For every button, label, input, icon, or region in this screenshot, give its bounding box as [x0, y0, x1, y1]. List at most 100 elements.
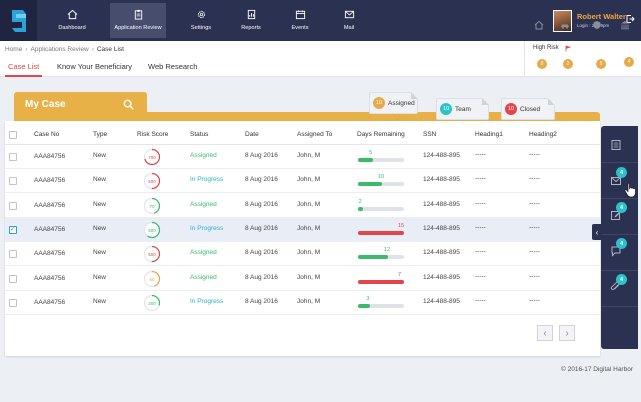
table-row[interactable]	[5, 267, 600, 291]
nav-settings[interactable]: Settings	[173, 3, 229, 38]
nav-reports[interactable]: Reports	[223, 3, 279, 38]
days-remaining-value: 2	[358, 198, 362, 205]
risk-badge: 2	[563, 59, 573, 69]
rail-collapse-toggle[interactable]: ‹	[592, 224, 602, 240]
tab-web-research[interactable]: Web Research	[148, 62, 198, 71]
days-remaining-fill	[358, 255, 388, 260]
gear-icon	[197, 10, 205, 19]
nav-label: Settings	[190, 25, 212, 31]
days-remaining-fill	[358, 279, 404, 284]
breadcrumb-applications-review[interactable]: Applications Review	[30, 46, 89, 53]
shield-risk-icon[interactable]	[592, 20, 602, 30]
row-checkbox[interactable]	[9, 274, 17, 283]
status-tab-closed[interactable]: 10 Closed	[501, 98, 555, 120]
status-text: Assigned	[190, 152, 217, 159]
table-row[interactable]	[5, 145, 600, 169]
mail-icon[interactable]	[610, 175, 622, 187]
nav-application-review[interactable]: Application Review	[110, 3, 166, 38]
ssn-value: 124-488-895	[423, 176, 460, 184]
case-number[interactable]: AAA84756	[34, 225, 66, 233]
next-page-button[interactable]: ›	[559, 325, 575, 341]
edit-count-badge: 4	[616, 202, 627, 213]
tab-know-your-beneficiary[interactable]: Know Your Beneficiary	[57, 62, 133, 71]
ssn-value: 124-488-895	[423, 224, 460, 232]
case-type: New	[93, 200, 107, 208]
nav-dashboard[interactable]: Dashboard	[44, 3, 100, 38]
risk-score-value: 500	[148, 252, 156, 257]
select-all-checkbox[interactable]	[9, 131, 17, 139]
col-type[interactable]: Type	[93, 131, 108, 138]
breadcrumb-home[interactable]: Home	[5, 46, 23, 53]
case-number[interactable]: AAA84756	[34, 298, 66, 306]
risk-score-value: 70	[149, 203, 155, 208]
risk-score-arc	[143, 221, 161, 238]
case-number[interactable]: AAA84756	[34, 250, 66, 258]
home-risk-icon[interactable]	[534, 20, 544, 30]
ssn-value: 124-488-895	[423, 273, 460, 281]
risk-score-ring: 500	[143, 173, 161, 190]
table-row[interactable]	[5, 242, 600, 267]
case-type: New	[93, 152, 107, 159]
status-count: 10	[373, 97, 385, 109]
attachment-count-badge: 4	[616, 274, 627, 285]
active-tab-underline	[5, 75, 42, 77]
document-icon[interactable]	[610, 139, 622, 151]
car-risk-icon[interactable]	[560, 20, 570, 30]
nav-mail[interactable]: Mail	[321, 3, 377, 38]
search-icon[interactable]	[123, 99, 134, 110]
bank-risk-icon[interactable]	[620, 20, 630, 30]
table-row[interactable]	[5, 291, 600, 315]
home-icon	[67, 9, 77, 20]
calendar-icon	[295, 10, 305, 20]
days-remaining-value: 3	[366, 295, 370, 302]
row-checkbox[interactable]	[9, 225, 17, 234]
col-heading2[interactable]: Heading2	[529, 131, 557, 138]
nav-label: Dashboard	[58, 25, 86, 31]
table-row[interactable]	[5, 217, 600, 242]
logout-icon[interactable]	[625, 14, 635, 24]
status-tab-assigned[interactable]: 10 Assigned	[369, 92, 418, 114]
col-date[interactable]: Date	[245, 131, 259, 138]
prev-page-button[interactable]: ‹	[537, 325, 553, 341]
right-side-rail	[601, 126, 638, 349]
case-type: New	[93, 249, 107, 257]
status-label: Team	[455, 105, 471, 113]
mail-icon	[344, 10, 354, 19]
risk-score-ring: 500	[143, 221, 161, 238]
status-tab-team[interactable]: 10 Team	[436, 98, 489, 120]
case-number[interactable]: AAA84756	[34, 201, 66, 209]
col-ssn[interactable]: SSN	[423, 131, 437, 138]
case-number[interactable]: AAA84756	[34, 177, 66, 185]
nav-label: Mail	[343, 25, 355, 31]
table-row[interactable]	[5, 169, 600, 194]
col-risk-score[interactable]: Risk Score	[137, 131, 169, 138]
case-number[interactable]: AAA84756	[34, 274, 66, 282]
risk-score-value: 500	[148, 179, 156, 184]
nav-events[interactable]: Events	[272, 3, 328, 38]
row-checkbox[interactable]	[9, 250, 17, 259]
days-remaining-fill	[358, 230, 404, 235]
col-heading1[interactable]: Heading1	[475, 131, 503, 138]
row-checkbox[interactable]	[9, 177, 17, 186]
assigned-to: John, M	[297, 249, 321, 257]
status-text: In Progress	[190, 176, 224, 184]
table-row[interactable]	[5, 194, 600, 218]
days-remaining-fill	[358, 303, 371, 308]
tab-case-list[interactable]: Case List	[8, 62, 40, 71]
days-remaining-fill	[358, 158, 374, 162]
heading2-value: -----	[529, 272, 540, 280]
heading2-value: -----	[529, 248, 540, 256]
heading1-value: -----	[475, 175, 486, 183]
col-days-remaining[interactable]: Days Remaining	[357, 131, 405, 138]
app-logo[interactable]	[0, 0, 37, 41]
mail-count-badge: 4	[616, 167, 627, 178]
row-checkbox[interactable]	[9, 298, 17, 307]
case-number[interactable]: AAA84756	[34, 153, 66, 160]
footer-copyright: © 2016-17 Digital Harbor	[561, 366, 633, 373]
col-assigned-to[interactable]: Assigned To	[297, 131, 333, 138]
folder-strip	[14, 112, 600, 121]
row-checkbox[interactable]	[9, 201, 17, 210]
col-case-no[interactable]: Case No	[34, 131, 60, 138]
row-checkbox[interactable]	[9, 153, 17, 161]
col-status[interactable]: Status	[190, 131, 209, 138]
